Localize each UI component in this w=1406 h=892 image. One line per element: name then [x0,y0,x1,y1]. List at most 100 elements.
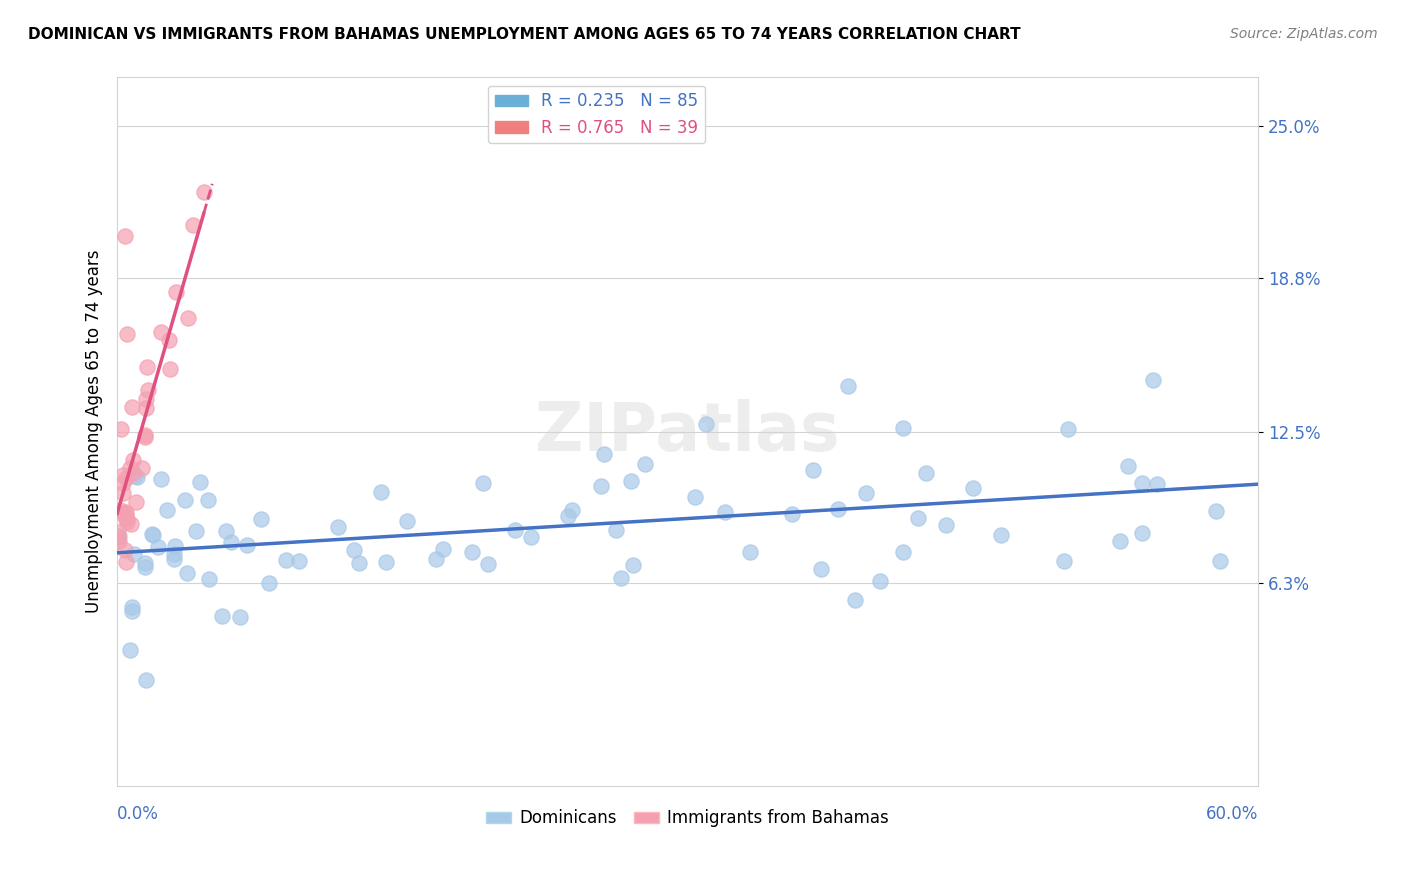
Point [605,523,627,537]
Point [159,361,181,376]
Point [259,576,281,591]
Y-axis label: Unemployment Among Ages 65 to 74 years: Unemployment Among Ages 65 to 74 years [86,250,103,614]
Point [1109,534,1132,549]
Point [837,379,859,393]
Text: 0.0%: 0.0% [117,805,159,823]
Point [915,466,938,480]
Point [135,673,157,687]
Point [157,333,180,347]
Point [112,506,135,520]
Point [107,524,129,539]
Point [1130,525,1153,540]
Point [347,556,370,570]
Point [120,516,142,531]
Point [1116,458,1139,473]
Point [135,392,157,406]
Point [634,457,657,471]
Point [844,593,866,607]
Point [250,512,273,526]
Point [432,541,454,556]
Point [114,512,136,526]
Point [135,401,157,416]
Point [176,566,198,580]
Point [477,558,499,572]
Point [714,505,737,519]
Point [110,503,132,517]
Point [163,552,186,566]
Point [181,218,204,232]
Point [229,610,252,624]
Point [149,325,172,339]
Point [115,515,138,529]
Point [165,285,187,299]
Point [869,574,891,588]
Point [891,420,914,434]
Point [810,562,832,576]
Point [115,326,138,341]
Point [142,528,165,542]
Point [193,185,215,199]
Point [1057,422,1080,436]
Point [1142,373,1164,387]
Point [695,417,717,431]
Point [1146,476,1168,491]
Point [907,511,929,525]
Point [114,229,136,244]
Text: 60.0%: 60.0% [1206,805,1258,823]
Point [198,572,221,586]
Point [589,479,612,493]
Point [520,530,543,544]
Point [114,508,136,522]
Point [148,540,170,554]
Point [165,539,187,553]
Point [610,571,633,585]
Point [125,495,148,509]
Point [134,556,156,570]
Point [274,552,297,566]
Point [374,555,396,569]
Point [211,609,233,624]
Point [111,486,134,500]
Point [827,501,849,516]
Point [120,643,142,657]
Point [370,485,392,500]
Point [1209,554,1232,568]
Point [114,555,136,569]
Point [1053,554,1076,568]
Point [685,490,707,504]
Point [131,461,153,475]
Point [176,311,198,326]
Point [1205,504,1227,518]
Point [288,554,311,568]
Point [112,476,135,491]
Point [108,529,131,543]
Point [326,520,349,534]
Point [801,463,824,477]
Point [503,523,526,537]
Point [236,538,259,552]
Point [186,524,208,538]
Point [557,509,579,524]
Point [425,551,447,566]
Point [396,514,419,528]
Text: Source: ZipAtlas.com: Source: ZipAtlas.com [1230,27,1378,41]
Point [136,360,159,375]
Point [134,430,156,444]
Point [107,530,129,544]
Point [197,493,219,508]
Point [1130,476,1153,491]
Point [163,547,186,561]
Point [122,453,145,467]
Point [114,542,136,557]
Point [738,545,761,559]
Text: ZIPatlas: ZIPatlas [536,399,839,465]
Point [127,470,149,484]
Point [990,528,1012,542]
Point [561,503,583,517]
Point [141,527,163,541]
Point [893,544,915,558]
Point [782,507,804,521]
Point [188,475,211,490]
Point [114,471,136,485]
Point [107,533,129,548]
